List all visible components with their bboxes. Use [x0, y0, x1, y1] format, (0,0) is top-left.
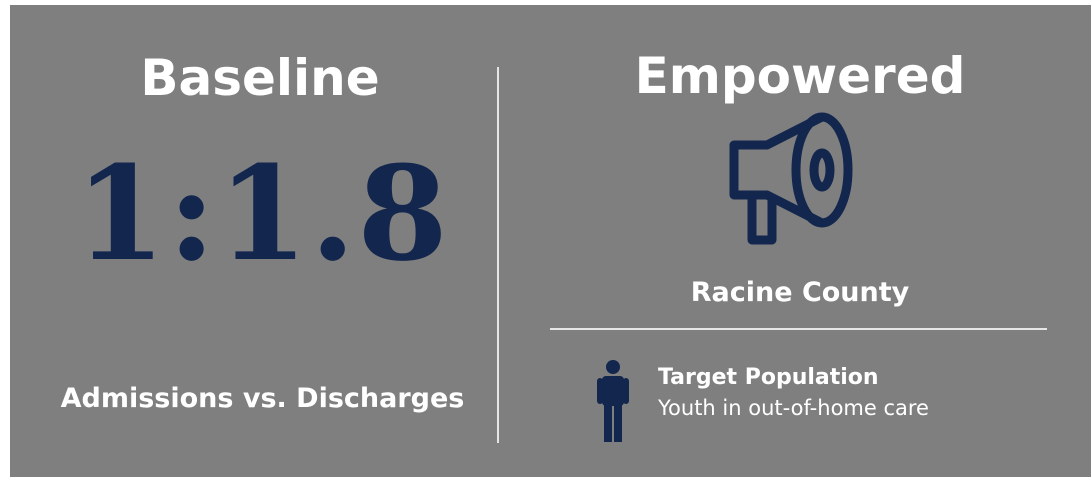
target-heading: Target Population: [658, 365, 879, 390]
baseline-caption: Admissions vs. Discharges: [60, 383, 465, 414]
megaphone-icon: [729, 112, 853, 245]
empowered-title: Empowered: [634, 47, 966, 105]
separator: [550, 328, 1047, 330]
person-icon: [597, 360, 629, 442]
divider: [497, 67, 499, 443]
ratio: 1:1.8: [75, 137, 450, 290]
panel: Baseline 1:1.8 Admissions vs. Discharges…: [10, 5, 1091, 477]
target-text: Youth in out-of-home care: [658, 396, 929, 420]
location: Racine County: [690, 277, 910, 308]
baseline-title: Baseline: [140, 49, 380, 107]
